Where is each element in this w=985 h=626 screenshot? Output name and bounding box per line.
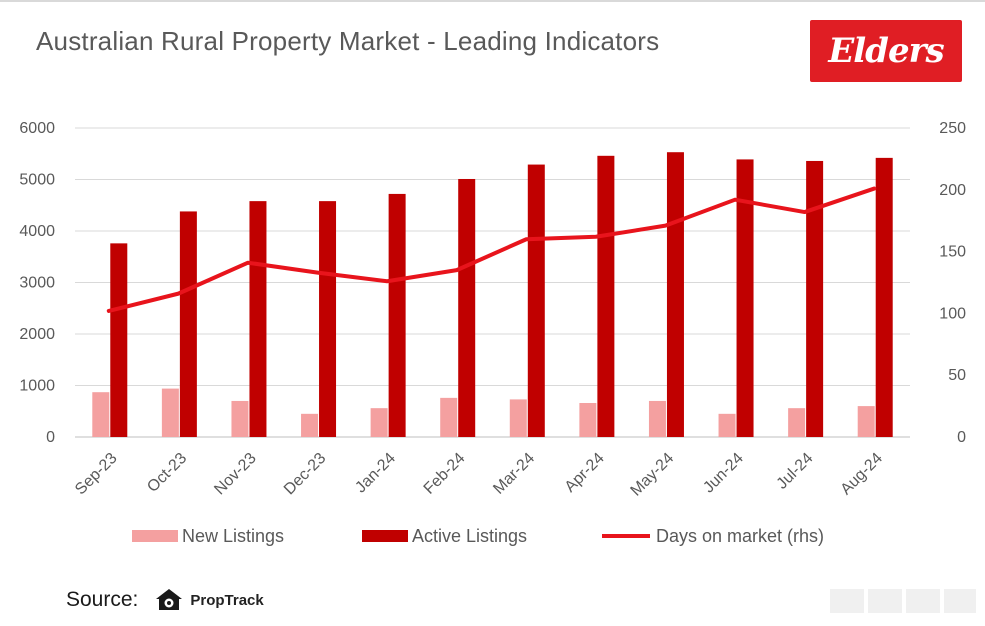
- x-tick-label: Jan-24: [352, 450, 399, 497]
- y-right-tick-label: 250: [939, 120, 966, 137]
- bar-active-listings: [110, 243, 128, 437]
- x-tick-label: Oct-23: [144, 450, 190, 496]
- elders-logo: Elders: [810, 20, 962, 82]
- y-right-tick-label: 100: [939, 305, 966, 322]
- proptrack-logo-icon: [156, 589, 183, 610]
- source-label: Source:: [66, 588, 139, 611]
- legend-swatch-new-listings: [132, 530, 178, 542]
- y-left-tick-label: 3000: [19, 275, 55, 292]
- legend-item-active-listings: Active Listings: [362, 522, 527, 550]
- y-left-tick-label: 6000: [19, 120, 55, 137]
- x-tick-label: May-24: [628, 450, 678, 500]
- x-tick-label: Jun-24: [700, 450, 747, 497]
- bar-new-listings: [161, 388, 179, 437]
- y-right-tick-label: 50: [948, 367, 966, 384]
- bar-active-listings: [527, 164, 545, 437]
- x-tick-label: Aug-24: [838, 450, 887, 499]
- bar-new-listings: [370, 408, 388, 437]
- bar-active-listings: [666, 152, 684, 437]
- bar-active-listings: [388, 193, 406, 437]
- y-left-tick-label: 4000: [19, 223, 55, 240]
- legend-line-days-on-market: [602, 534, 650, 538]
- chart-legend: New Listings Active Listings Days on mar…: [0, 522, 985, 552]
- source-line: Source: PropTrack: [66, 588, 264, 612]
- legend-label-new-listings: New Listings: [182, 525, 285, 546]
- bar-active-listings: [458, 178, 476, 438]
- chart-title: Australian Rural Property Market - Leadi…: [36, 26, 660, 56]
- y-left-tick-label: 2000: [19, 326, 55, 343]
- bar-active-listings: [736, 159, 754, 437]
- legend-label-days-on-market: Days on market (rhs): [656, 525, 825, 546]
- bar-active-listings: [319, 201, 337, 437]
- y-left-tick-label: 5000: [19, 172, 55, 189]
- legend-label-active-listings: Active Listings: [412, 525, 528, 546]
- x-tick-label: Jul-24: [774, 450, 817, 493]
- bar-new-listings: [579, 403, 597, 437]
- bar-active-listings: [597, 155, 615, 437]
- bar-new-listings: [440, 397, 458, 437]
- legend-swatch-active-listings: [362, 530, 408, 542]
- chart-plot: 0 1000 2000 3000 4000 5000 6000 0 50 100 150 200 250…: [19, 120, 966, 500]
- elders-logo-text: Elders: [828, 31, 944, 71]
- bar-new-listings: [301, 413, 319, 437]
- bar-new-listings: [509, 399, 527, 437]
- x-tick-label: Apr-24: [562, 450, 608, 496]
- bar-new-listings: [92, 392, 110, 437]
- x-tick-label: Feb-24: [421, 450, 469, 498]
- legend-item-days-on-market: Days on market (rhs): [602, 522, 824, 550]
- bar-new-listings: [788, 408, 806, 437]
- bar-new-listings: [648, 400, 666, 437]
- top-divider: [0, 0, 985, 2]
- x-tick-label: Sep-23: [72, 450, 121, 499]
- legend-item-new-listings: New Listings: [132, 522, 284, 550]
- y-right-tick-label: 150: [939, 244, 966, 261]
- bar-active-listings: [875, 157, 893, 437]
- x-tick-label: Nov-23: [211, 450, 260, 499]
- bar-new-listings: [857, 406, 875, 437]
- bar-new-listings: [231, 400, 249, 437]
- line-days-on-market: [106, 186, 877, 313]
- bar-active-listings: [179, 211, 197, 437]
- x-tick-label: Dec-23: [281, 450, 330, 499]
- y-left-tick-label: 1000: [19, 378, 55, 395]
- y-right-tick-label: 0: [957, 429, 966, 446]
- bar-active-listings: [249, 201, 267, 437]
- watermark-grid-icon: [830, 589, 976, 613]
- y-left-tick-label: 0: [46, 429, 55, 446]
- y-right-tick-label: 200: [939, 182, 966, 199]
- bar-active-listings: [806, 160, 824, 437]
- bar-new-listings: [718, 413, 736, 437]
- x-tick-label: Mar-24: [490, 450, 538, 498]
- proptrack-brand-text: PropTrack: [190, 591, 264, 609]
